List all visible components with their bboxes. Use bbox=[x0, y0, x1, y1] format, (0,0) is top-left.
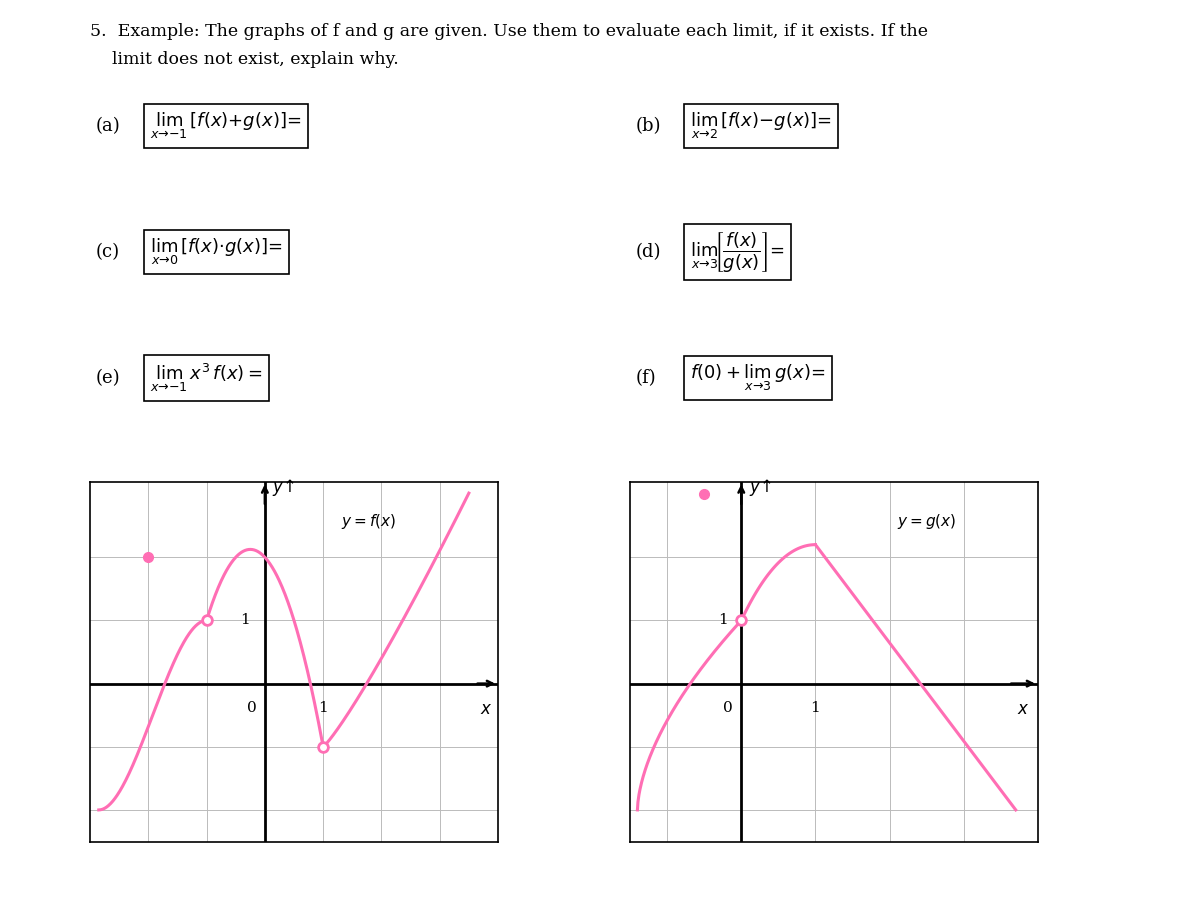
Text: 1: 1 bbox=[318, 701, 328, 716]
Text: (e): (e) bbox=[96, 369, 121, 387]
Text: $\lim_{x\to -1}\,[f(x)+g(x)] =$: $\lim_{x\to -1}\,[f(x)+g(x)] =$ bbox=[150, 111, 301, 141]
Text: $y\!\uparrow$: $y\!\uparrow$ bbox=[272, 477, 295, 499]
Text: (f): (f) bbox=[636, 369, 656, 387]
Text: 5.  Example: The graphs of f and g are given. Use them to evaluate each limit, i: 5. Example: The graphs of f and g are gi… bbox=[90, 22, 928, 40]
Text: $f(0)+\lim_{x\to 3}\,g(x) =$: $f(0)+\lim_{x\to 3}\,g(x) =$ bbox=[690, 363, 826, 393]
Text: 1: 1 bbox=[810, 701, 821, 716]
Text: (c): (c) bbox=[96, 243, 120, 261]
Text: $\lim_{x\to 2}\,[f(x)-g(x)] =$: $\lim_{x\to 2}\,[f(x)-g(x)] =$ bbox=[690, 111, 832, 141]
Text: 1: 1 bbox=[240, 614, 251, 627]
Text: $\lim_{x\to -1}\,x^3 f(x) =$: $\lim_{x\to -1}\,x^3 f(x) =$ bbox=[150, 362, 263, 394]
Text: $y = f(x)$: $y = f(x)$ bbox=[341, 512, 396, 531]
Text: 1: 1 bbox=[718, 614, 728, 627]
Text: 0: 0 bbox=[724, 701, 733, 716]
Text: (b): (b) bbox=[636, 117, 661, 135]
Text: $y\!\uparrow$: $y\!\uparrow$ bbox=[749, 477, 772, 499]
Text: $\lim_{x\to 3}\!\left[\dfrac{f(x)}{g(x)}\right] =$: $\lim_{x\to 3}\!\left[\dfrac{f(x)}{g(x)}… bbox=[690, 230, 785, 274]
Text: $\lim_{x\to 0}\,[f(x)\cdot g(x)] =$: $\lim_{x\to 0}\,[f(x)\cdot g(x)] =$ bbox=[150, 237, 282, 267]
Text: limit does not exist, explain why.: limit does not exist, explain why. bbox=[90, 51, 398, 68]
Text: (d): (d) bbox=[636, 243, 661, 261]
Text: 0: 0 bbox=[247, 701, 257, 716]
Text: $x$: $x$ bbox=[480, 701, 492, 718]
Text: $x$: $x$ bbox=[1016, 701, 1030, 718]
Text: (a): (a) bbox=[96, 117, 121, 135]
Text: $y = g(x)$: $y = g(x)$ bbox=[898, 512, 956, 531]
